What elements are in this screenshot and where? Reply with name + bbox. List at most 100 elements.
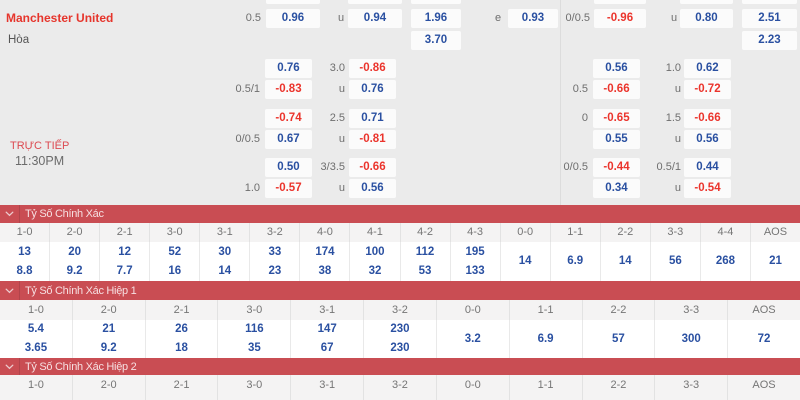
score-column-label: 3-2 bbox=[363, 375, 436, 400]
score-odds-cell[interactable]: 20 9.2 bbox=[49, 242, 99, 281]
score-odds-value: 133 bbox=[465, 264, 485, 277]
score-odds-value: 13 bbox=[18, 245, 31, 258]
over-under-label: 3/3.5 bbox=[320, 161, 345, 173]
ft-odd-even-label: e bbox=[494, 12, 502, 24]
score-odds-cell[interactable]: 72 bbox=[727, 320, 800, 358]
section-title: Tỷ Số Chính Xác Hiệp 1 bbox=[25, 284, 137, 297]
score-odds-cell[interactable]: 195 133 bbox=[449, 242, 500, 281]
score-odds-value: 112 bbox=[415, 245, 435, 258]
chevron-down-icon[interactable] bbox=[0, 281, 20, 300]
fh-handicap-odds[interactable]: -0.96 bbox=[594, 9, 646, 28]
handicap-odds[interactable]: -0.74 bbox=[265, 109, 312, 128]
handicap-odds[interactable]: -0.44 bbox=[593, 158, 640, 177]
score-column-label: 2-0 bbox=[49, 223, 99, 242]
score-column-label: 2-0 bbox=[71, 375, 145, 400]
ft-over-under-odds[interactable]: 0.94 bbox=[348, 9, 402, 28]
over-under-odds[interactable]: -0.86 bbox=[349, 59, 396, 78]
handicap-odds[interactable]: -0.57 bbox=[265, 179, 312, 198]
handicap-odds[interactable]: 0.56 bbox=[593, 59, 640, 78]
score-odds-cell[interactable]: 230 230 bbox=[363, 320, 436, 358]
handicap-label: 0 bbox=[581, 112, 588, 124]
score-column-label: 4-4 bbox=[699, 223, 750, 242]
over-under-odds[interactable]: 0.71 bbox=[349, 109, 396, 128]
over-under-odds[interactable]: 0.56 bbox=[684, 130, 731, 149]
odds-row-draw: 3.70 2.23 bbox=[0, 31, 800, 50]
handicap-odds[interactable]: -0.83 bbox=[265, 80, 312, 99]
score-odds-value: 9.2 bbox=[66, 264, 83, 277]
over-under-odds[interactable]: 0.62 bbox=[684, 59, 731, 78]
odds-subrow: 0.34 u -0.54 bbox=[0, 179, 800, 198]
score-odds-cell[interactable]: 26 18 bbox=[144, 320, 218, 358]
score-odds-cell[interactable]: 6.9 bbox=[549, 242, 600, 281]
over-under-label: u bbox=[338, 83, 345, 95]
score-odds-cell[interactable]: 33 23 bbox=[249, 242, 299, 281]
handicap-odds[interactable]: 0.67 bbox=[265, 130, 312, 149]
fh-over-under-label: u bbox=[670, 12, 678, 24]
score-odds-cell[interactable]: 300 bbox=[654, 320, 727, 358]
handicap-odds[interactable]: 0.55 bbox=[593, 130, 640, 149]
odds-subrow: 0 -0.65 1.5 -0.66 bbox=[0, 109, 800, 128]
score-odds-cell[interactable]: 14 bbox=[499, 242, 550, 281]
score-odds-cell[interactable]: 116 35 bbox=[217, 320, 290, 358]
ft-odd-even-odds[interactable]: 0.93 bbox=[508, 9, 558, 28]
fh-1x2-home-odds[interactable]: 2.51 bbox=[742, 9, 797, 28]
over-under-odds[interactable]: -0.66 bbox=[684, 109, 731, 128]
score-odds-cell[interactable]: 21 9.2 bbox=[71, 320, 145, 358]
handicap-odds[interactable]: -0.65 bbox=[593, 109, 640, 128]
score-odds-cell[interactable]: 147 67 bbox=[290, 320, 363, 358]
score-odds-value: 56 bbox=[668, 255, 682, 267]
score-odds-value: 7.7 bbox=[116, 264, 133, 277]
over-under-odds[interactable]: 0.76 bbox=[349, 80, 396, 99]
score-column-label: 2-2 bbox=[581, 300, 655, 320]
handicap-odds[interactable]: 0.34 bbox=[593, 179, 640, 198]
section-header-bar[interactable]: Tỷ Số Chính Xác bbox=[0, 205, 800, 223]
score-odds-cell[interactable]: 100 32 bbox=[349, 242, 399, 281]
over-under-odds[interactable]: -0.81 bbox=[349, 130, 396, 149]
odds-subrow: 0.50 3/3.5 -0.66 bbox=[0, 158, 800, 177]
score-odds-cell[interactable]: 6.9 bbox=[508, 320, 582, 358]
score-odds-cell[interactable]: 56 bbox=[649, 242, 700, 281]
over-under-odds[interactable]: 0.56 bbox=[349, 179, 396, 198]
over-under-odds[interactable]: -0.54 bbox=[684, 179, 731, 198]
score-column-label: 2-2 bbox=[599, 223, 650, 242]
score-odds-cell[interactable]: 112 53 bbox=[399, 242, 450, 281]
score-odds-cell[interactable]: 12 7.7 bbox=[99, 242, 149, 281]
fh-over-under-odds[interactable]: 0.80 bbox=[680, 9, 733, 28]
score-odds-cell[interactable]: 174 38 bbox=[299, 242, 349, 281]
score-odds-value: 14 bbox=[518, 255, 532, 267]
score-odds-value: 18 bbox=[175, 342, 188, 354]
handicap-odds[interactable]: -0.66 bbox=[593, 80, 640, 99]
score-odds-cell[interactable]: 30 14 bbox=[199, 242, 249, 281]
handicap-odds[interactable]: 0.76 bbox=[265, 59, 312, 78]
over-under-odds[interactable]: -0.72 bbox=[684, 80, 731, 99]
chevron-down-icon[interactable] bbox=[0, 358, 20, 375]
handicap-odds[interactable]: 0.50 bbox=[265, 158, 312, 177]
section-header-bar[interactable]: Tỷ Số Chính Xác Hiệp 1 bbox=[0, 281, 800, 300]
score-odds-value: 67 bbox=[320, 342, 334, 354]
score-odds-cell[interactable]: 57 bbox=[581, 320, 655, 358]
odds-subrow: 0.56 1.0 0.62 bbox=[0, 59, 800, 78]
over-under-odds[interactable]: 0.44 bbox=[684, 158, 731, 177]
score-odds-cell[interactable]: 21 bbox=[749, 242, 800, 281]
section-header-bar[interactable]: Tỷ Số Chính Xác Hiệp 2 bbox=[0, 358, 800, 375]
score-odds-value: 100 bbox=[365, 245, 385, 258]
score-odds-value: 21 bbox=[769, 255, 782, 267]
score-odds-cell[interactable]: 14 bbox=[599, 242, 650, 281]
chevron-down-icon[interactable] bbox=[0, 205, 20, 223]
over-under-odds[interactable]: -0.66 bbox=[349, 158, 396, 177]
ft-1x2-draw-odds[interactable]: 3.70 bbox=[411, 31, 461, 50]
ft-1x2-home-odds[interactable]: 1.96 bbox=[411, 9, 461, 28]
odds-row-home: 0.5 0.96 u 0.94 1.96 e 0.93 0/0.5 -0.96 … bbox=[0, 9, 800, 28]
fh-1x2-draw-odds[interactable]: 2.23 bbox=[742, 31, 797, 50]
score-odds-cell[interactable]: 52 16 bbox=[149, 242, 199, 281]
score-odds-value: 33 bbox=[268, 245, 282, 258]
score-odds-cell[interactable]: 3.2 bbox=[435, 320, 509, 358]
odds-box-cut bbox=[742, 0, 797, 4]
odds-row-cutoff bbox=[0, 0, 800, 4]
score-odds-cell[interactable]: 268 bbox=[699, 242, 750, 281]
score-odds-cell[interactable]: 5.4 3.65 bbox=[0, 320, 72, 358]
over-under-label: u bbox=[674, 182, 681, 194]
score-odds-cell[interactable]: 13 8.8 bbox=[0, 242, 49, 281]
ft-handicap-odds[interactable]: 0.96 bbox=[266, 9, 320, 28]
score-column-label: AOS bbox=[727, 375, 800, 400]
